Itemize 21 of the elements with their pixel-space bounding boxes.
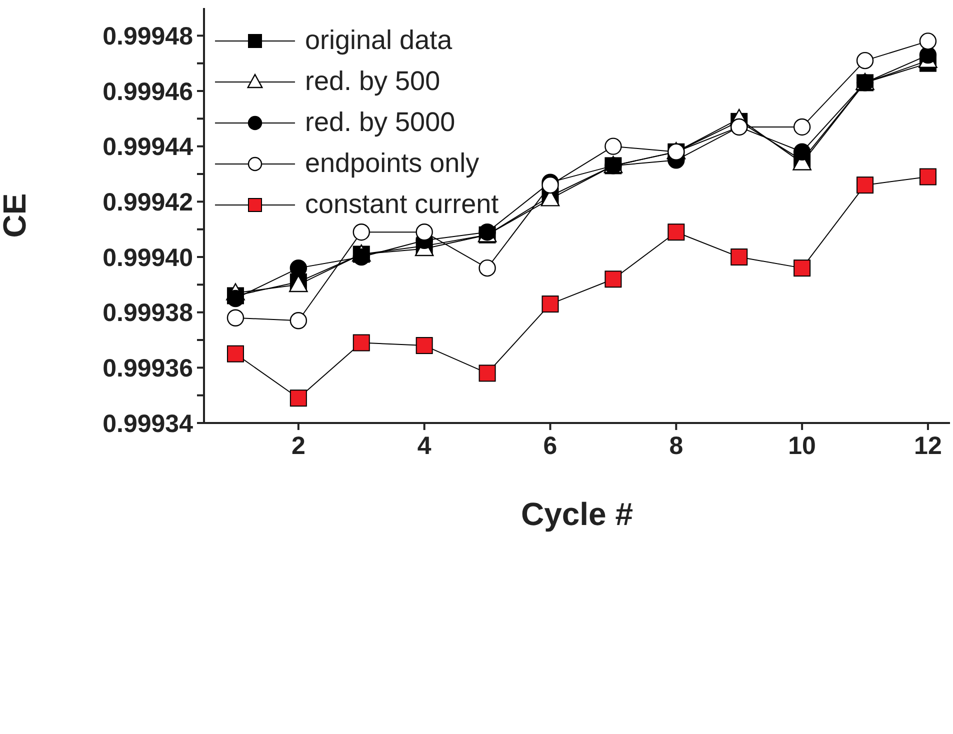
- legend-label: endpoints only: [305, 148, 480, 179]
- legend-label: original data: [305, 25, 452, 56]
- y-tick-label: 0.99934: [102, 410, 194, 438]
- legend-label: red. by 5000: [305, 107, 456, 138]
- x-tick-label: 8: [669, 432, 684, 460]
- y-axis-title: CE: [0, 193, 32, 238]
- x-tick-label: 2: [291, 432, 306, 460]
- x-tick-label: 6: [543, 432, 558, 460]
- y-tick-label: 0.99948: [102, 22, 194, 51]
- x-tick-label: 10: [788, 432, 816, 460]
- legend-label: red. by 500: [305, 66, 440, 97]
- y-tick-label: 0.99942: [102, 188, 193, 217]
- x-tick-label: 4: [417, 432, 432, 460]
- x-tick-label: 12: [914, 432, 942, 460]
- y-tick-label: 0.99938: [102, 299, 194, 328]
- y-tick-label: 0.99944: [102, 133, 194, 162]
- x-axis-title: Cycle #: [520, 496, 634, 532]
- y-tick-label: 0.99946: [102, 78, 193, 106]
- legend-label: constant current: [305, 189, 499, 220]
- y-tick-label: 0.99936: [102, 354, 193, 383]
- y-tick-label: 0.99940: [102, 244, 193, 272]
